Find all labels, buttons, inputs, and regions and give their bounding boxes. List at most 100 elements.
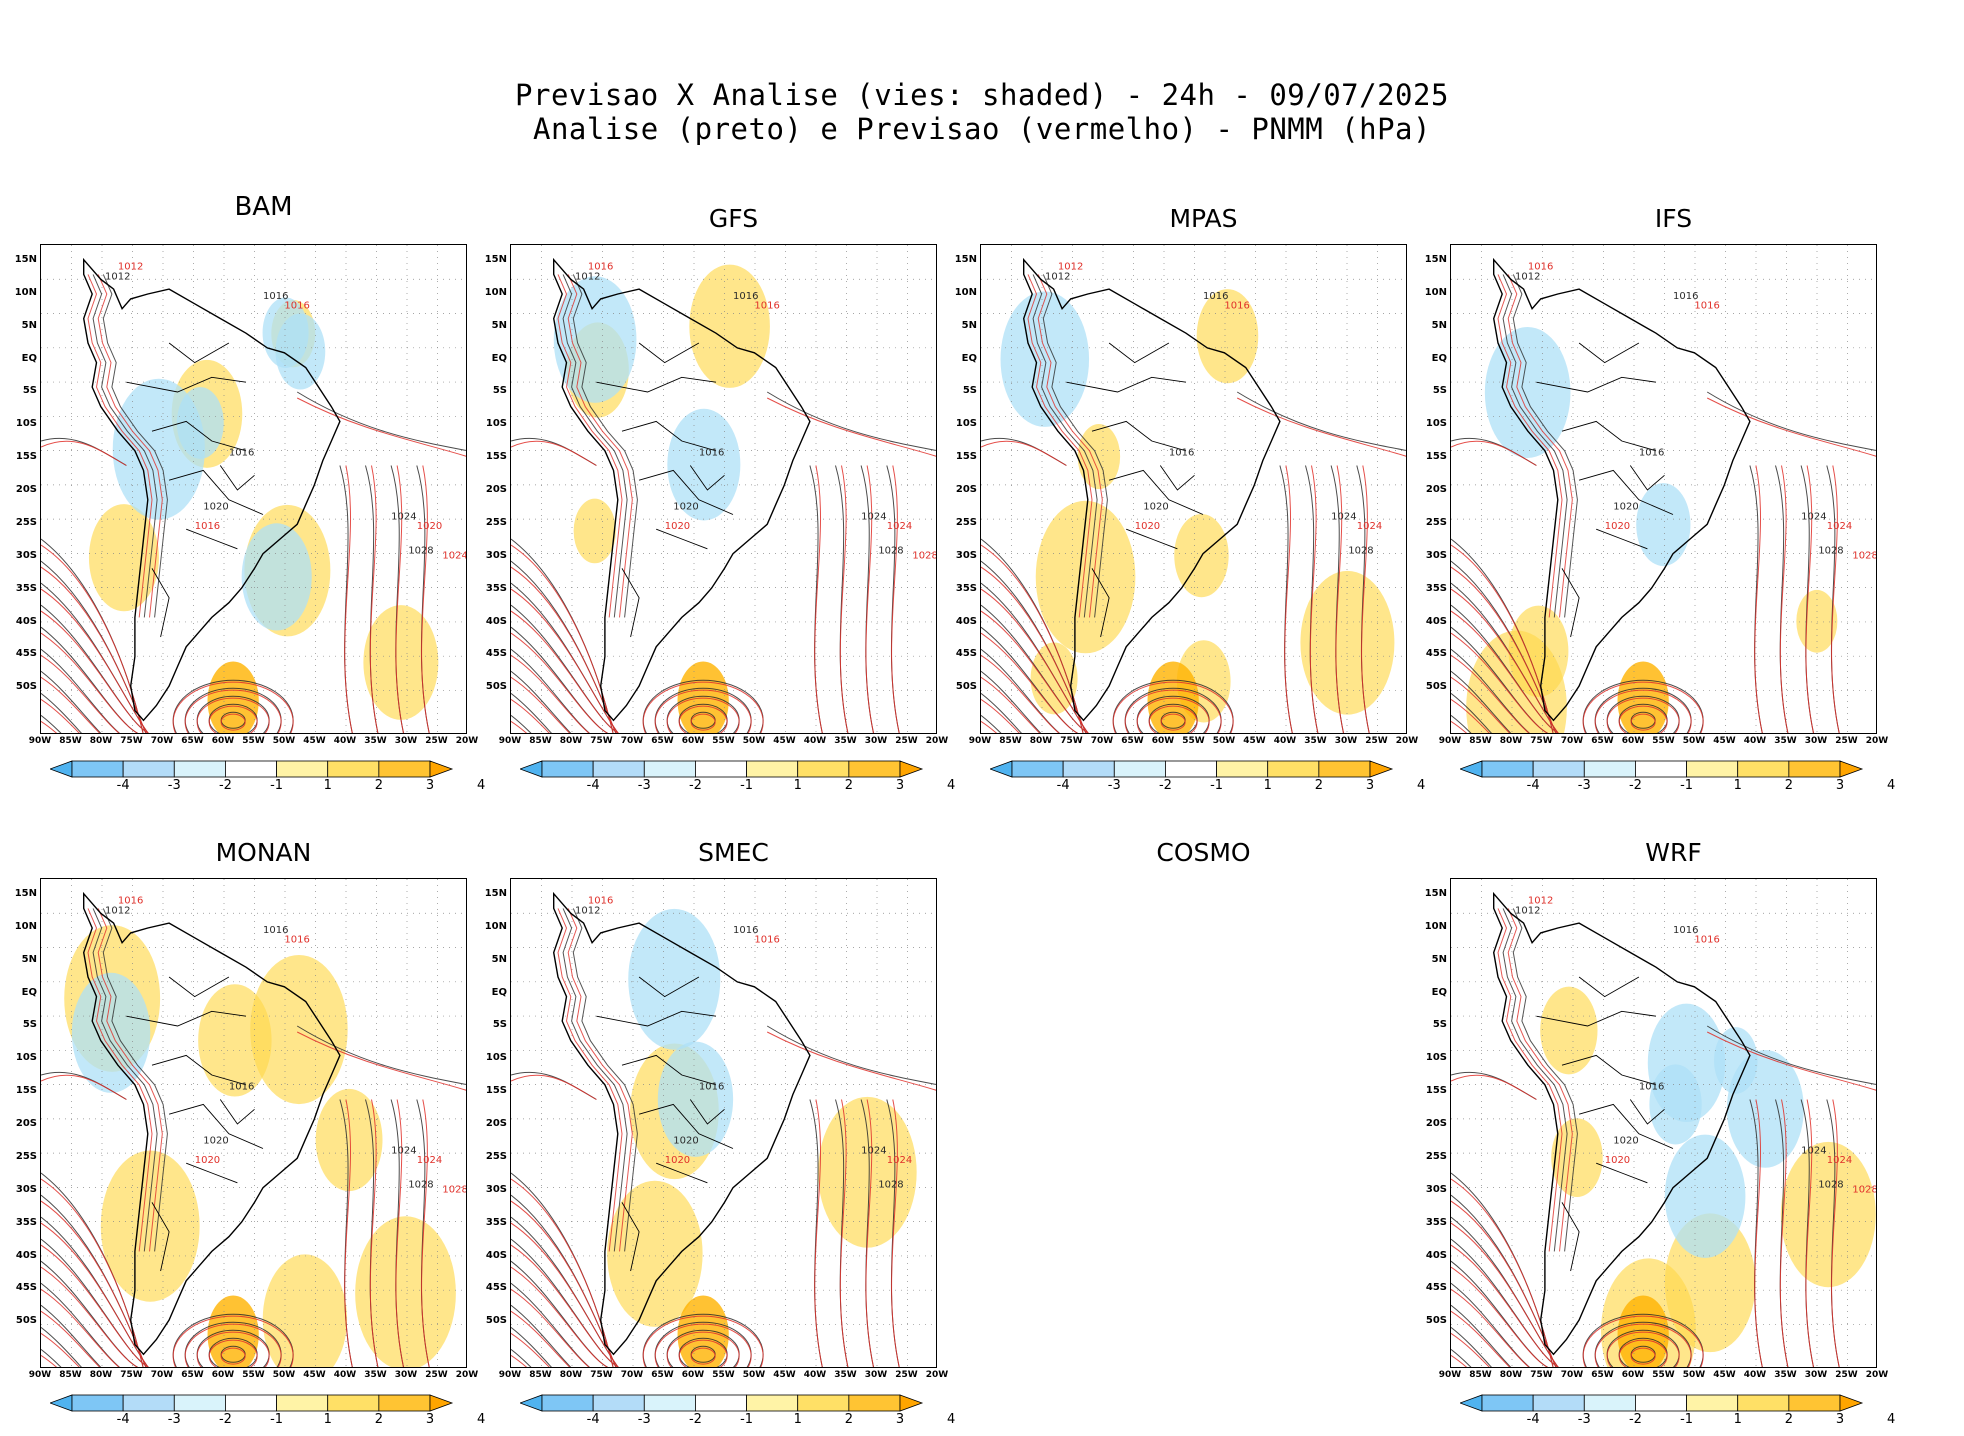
low-pressure-contour xyxy=(678,705,728,733)
latitude-tick-label: 20S xyxy=(485,1118,507,1130)
longitude-tick-label: 20W xyxy=(925,1370,949,1380)
latitude-tick-label: 45S xyxy=(485,1282,507,1294)
andes-contour xyxy=(1502,274,1568,618)
colorbar-swatch xyxy=(122,760,175,778)
south-america-coastline xyxy=(1492,257,1751,722)
bias-shading-area xyxy=(275,313,326,390)
longitude-tick-label: 65W xyxy=(1591,1370,1614,1380)
country-border xyxy=(1091,568,1110,638)
colorbar xyxy=(988,760,1394,778)
isobar-contour xyxy=(1805,1099,1815,1367)
isobar-contour xyxy=(41,1332,80,1367)
country-border xyxy=(638,1103,734,1149)
latitude-tick-label: 50S xyxy=(1425,1315,1447,1327)
isobar-contour xyxy=(511,588,619,733)
bias-shading-area xyxy=(1508,605,1569,698)
longitude-tick-label: 40W xyxy=(1743,736,1767,746)
analysis-isobar-label: 1024 xyxy=(861,511,886,522)
country-border xyxy=(1578,1103,1674,1149)
longitude-tick-label: 25W xyxy=(895,1370,918,1380)
latitude-tick-label: 20S xyxy=(955,484,977,496)
isobar-contour xyxy=(41,1178,144,1367)
bias-shading-area xyxy=(241,523,312,631)
longitude-tick-label: 20W xyxy=(1865,1370,1889,1380)
colorbar-tick-label: 2 xyxy=(374,1412,383,1427)
colorbar-tick-label: 1 xyxy=(1733,1412,1742,1427)
andes-contour xyxy=(92,274,158,618)
latitude-tick-label: 5S xyxy=(22,385,37,397)
analysis-isobar-label: 1028 xyxy=(878,1180,903,1191)
latitude-tick-label: 5S xyxy=(492,1019,507,1031)
colorbar-swatch xyxy=(1686,1394,1739,1412)
isobar-contour xyxy=(1451,1310,1511,1367)
panel-title-gfs: GFS xyxy=(708,204,759,233)
longitude-tick-label: 90W xyxy=(28,1370,52,1380)
latitude-tick-label: 25S xyxy=(485,516,507,528)
colorbar-swatch xyxy=(1369,760,1394,778)
isobar-contour xyxy=(41,1074,127,1100)
country-border xyxy=(1159,465,1195,491)
andes-contour xyxy=(567,274,633,618)
latitude-tick-label: 5N xyxy=(491,319,507,331)
analysis-isobar-label: 1024 xyxy=(861,1145,886,1156)
longitude-tick-label: 80W xyxy=(1029,736,1053,746)
panel-title-bam: BAM xyxy=(234,192,293,222)
isobar-contour xyxy=(981,610,1090,733)
latitude-tick-label: 25S xyxy=(1425,516,1447,528)
andes-contour xyxy=(97,908,163,1252)
colorbar-tick-label: -2 xyxy=(1158,778,1172,793)
longitude-tick-label: 40W xyxy=(1273,736,1297,746)
longitude-tick-label: 75W xyxy=(1530,736,1553,746)
isobar-contour xyxy=(766,1031,936,1091)
isobar-contour xyxy=(511,632,609,733)
analysis-isobar-label: 1016 xyxy=(733,291,758,302)
bias-shading-area xyxy=(88,504,159,612)
forecast-isobar-label: 1016 xyxy=(284,301,309,312)
forecast-isobar-label: 1016 xyxy=(1694,301,1719,312)
south-america-coastline xyxy=(82,891,341,1356)
latitude-tick-label: 10S xyxy=(15,418,37,430)
country-border xyxy=(1066,376,1187,393)
country-border xyxy=(186,528,238,550)
latitude-tick-label: EQ xyxy=(491,352,507,364)
analysis-isobar-label: 1028 xyxy=(1818,1180,1843,1191)
colorbar-swatch xyxy=(327,760,380,778)
isobar-contour xyxy=(369,1099,379,1367)
colorbar-swatch xyxy=(1267,760,1320,778)
isobar-contour xyxy=(511,1244,620,1367)
longitude-tick-label: 60W xyxy=(211,1370,235,1380)
andes-contour xyxy=(1037,274,1103,618)
low-pressure-contour xyxy=(642,681,764,733)
analysis-isobar-label: 1016 xyxy=(263,291,288,302)
colorbar-tick-label: -4 xyxy=(116,1412,130,1427)
isobar-contour xyxy=(1451,1327,1492,1367)
longitude-tick-label: 55W xyxy=(1182,736,1205,746)
longitude-tick-label: 35W xyxy=(834,1370,857,1380)
isobar-contour xyxy=(41,1310,101,1367)
isobar-contour xyxy=(511,715,532,733)
low-pressure-contour xyxy=(1582,681,1704,733)
longitude-tick-label: 65W xyxy=(651,736,674,746)
colorbar-tick-label: 2 xyxy=(844,778,853,793)
colorbar-tick-label: -3 xyxy=(637,1412,651,1427)
isobar-contour xyxy=(1451,588,1559,733)
latitude-tick-label: 50S xyxy=(485,681,507,693)
andes-contour xyxy=(1512,908,1578,1252)
isobar-contour xyxy=(511,1310,571,1367)
longitude-tick-label: 65W xyxy=(1591,736,1614,746)
country-border xyxy=(1536,1010,1657,1027)
bias-shading-area xyxy=(315,1088,383,1192)
isobar-contour xyxy=(344,1099,353,1367)
andes-contour xyxy=(87,274,153,618)
country-border xyxy=(1126,528,1178,550)
latitude-tick-label: EQ xyxy=(21,986,37,998)
bias-shading-area xyxy=(1540,986,1598,1075)
latitude-tick-label: EQ xyxy=(961,352,977,364)
andes-contour xyxy=(1497,274,1563,618)
longitude-tick-label: 35W xyxy=(1304,736,1327,746)
longitude-tick-label: 55W xyxy=(242,1370,265,1380)
andes-contour xyxy=(562,274,628,618)
andes-contour xyxy=(572,274,638,618)
latitude-tick-label: 15S xyxy=(1425,451,1447,463)
